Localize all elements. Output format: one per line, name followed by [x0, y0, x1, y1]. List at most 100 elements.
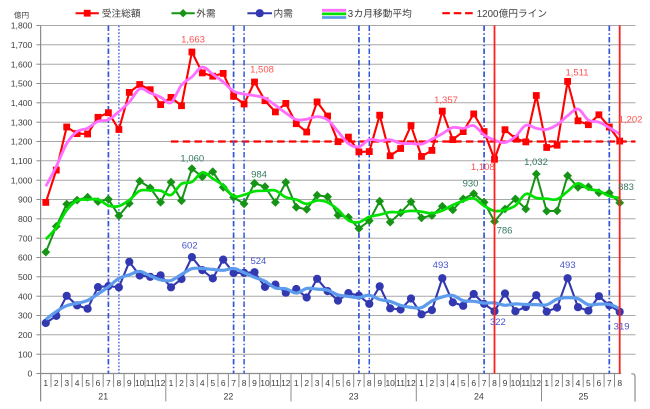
svg-text:12: 12: [156, 378, 166, 388]
svg-text:1,663: 1,663: [181, 35, 205, 46]
svg-text:8: 8: [617, 378, 622, 388]
svg-text:1,800: 1,800: [11, 21, 33, 31]
svg-text:1,508: 1,508: [250, 64, 274, 75]
svg-text:4: 4: [450, 378, 455, 388]
svg-text:2: 2: [555, 378, 560, 388]
svg-text:1,400: 1,400: [11, 98, 33, 108]
svg-text:5: 5: [461, 378, 466, 388]
svg-text:7: 7: [106, 378, 111, 388]
svg-text:1,108: 1,108: [471, 162, 495, 173]
svg-text:2: 2: [430, 378, 435, 388]
svg-text:900: 900: [18, 195, 33, 205]
svg-text:5: 5: [85, 378, 90, 388]
svg-text:1: 1: [419, 378, 424, 388]
svg-text:602: 602: [182, 240, 198, 251]
svg-text:1,500: 1,500: [11, 79, 33, 89]
svg-text:500: 500: [18, 272, 33, 282]
svg-text:883: 883: [618, 182, 634, 193]
svg-text:5: 5: [210, 378, 215, 388]
svg-text:3: 3: [440, 378, 445, 388]
svg-text:9: 9: [503, 378, 508, 388]
svg-text:3: 3: [348, 9, 353, 20]
svg-text:1: 1: [169, 378, 174, 388]
svg-text:3: 3: [190, 378, 195, 388]
svg-text:1,032: 1,032: [524, 157, 548, 168]
svg-text:1,200: 1,200: [11, 137, 33, 147]
svg-text:10: 10: [511, 378, 521, 388]
svg-text:300: 300: [18, 311, 33, 321]
svg-text:7: 7: [231, 378, 236, 388]
svg-text:600: 600: [18, 253, 33, 263]
svg-text:8: 8: [492, 378, 497, 388]
svg-text:3: 3: [315, 378, 320, 388]
svg-text:11: 11: [521, 378, 530, 388]
svg-text:930: 930: [463, 178, 479, 189]
svg-text:1,511: 1,511: [565, 67, 588, 78]
svg-text:6: 6: [597, 378, 602, 388]
svg-text:1: 1: [43, 378, 48, 388]
svg-text:1,300: 1,300: [11, 117, 33, 127]
svg-text:9: 9: [127, 378, 132, 388]
svg-text:4: 4: [75, 378, 80, 388]
svg-text:700: 700: [18, 233, 33, 243]
svg-text:6: 6: [346, 378, 351, 388]
svg-text:24: 24: [474, 392, 484, 402]
svg-text:493: 493: [560, 260, 576, 271]
svg-text:8: 8: [367, 378, 372, 388]
svg-text:12: 12: [406, 378, 416, 388]
svg-text:25: 25: [579, 392, 589, 402]
svg-text:11: 11: [271, 378, 280, 388]
svg-text:11: 11: [396, 378, 405, 388]
svg-text:6: 6: [96, 378, 101, 388]
svg-text:1,202: 1,202: [619, 114, 643, 125]
svg-text:786: 786: [497, 225, 513, 236]
svg-text:10: 10: [260, 378, 270, 388]
svg-text:200: 200: [18, 330, 33, 340]
svg-text:8: 8: [117, 378, 122, 388]
svg-text:1,600: 1,600: [11, 59, 33, 69]
svg-text:1: 1: [294, 378, 299, 388]
svg-text:1,100: 1,100: [11, 156, 33, 166]
svg-text:1,060: 1,060: [180, 153, 204, 164]
svg-text:319: 319: [614, 321, 630, 332]
svg-text:10: 10: [135, 378, 145, 388]
svg-text:21: 21: [98, 392, 108, 402]
svg-text:12: 12: [281, 378, 291, 388]
svg-text:322: 322: [490, 317, 506, 328]
svg-text:11: 11: [146, 378, 155, 388]
svg-text:5: 5: [336, 378, 341, 388]
svg-text:10: 10: [385, 378, 395, 388]
svg-text:2: 2: [179, 378, 184, 388]
svg-text:6: 6: [221, 378, 226, 388]
svg-text:1,700: 1,700: [11, 40, 33, 50]
svg-text:984: 984: [251, 169, 267, 180]
svg-text:5: 5: [586, 378, 591, 388]
svg-text:0: 0: [28, 369, 33, 379]
svg-text:22: 22: [224, 392, 234, 402]
svg-text:7: 7: [357, 378, 362, 388]
svg-text:9: 9: [377, 378, 382, 388]
svg-text:7: 7: [482, 378, 487, 388]
svg-text:3: 3: [565, 378, 570, 388]
svg-text:493: 493: [433, 260, 449, 271]
svg-text:4: 4: [325, 378, 330, 388]
svg-text:4: 4: [576, 378, 581, 388]
svg-text:1200: 1200: [477, 9, 499, 20]
svg-text:8: 8: [242, 378, 247, 388]
svg-text:4: 4: [200, 378, 205, 388]
svg-text:3: 3: [64, 378, 69, 388]
svg-text:9: 9: [252, 378, 257, 388]
svg-text:1,000: 1,000: [11, 175, 33, 185]
svg-text:524: 524: [250, 256, 266, 267]
svg-text:6: 6: [471, 378, 476, 388]
svg-text:100: 100: [18, 349, 33, 359]
svg-text:12: 12: [532, 378, 542, 388]
svg-text:23: 23: [349, 392, 359, 402]
svg-text:1,357: 1,357: [434, 95, 458, 106]
svg-text:800: 800: [18, 214, 33, 224]
svg-text:2: 2: [304, 378, 309, 388]
svg-text:1: 1: [544, 378, 549, 388]
svg-text:7: 7: [607, 378, 612, 388]
svg-text:2: 2: [54, 378, 59, 388]
svg-text:400: 400: [18, 291, 33, 301]
